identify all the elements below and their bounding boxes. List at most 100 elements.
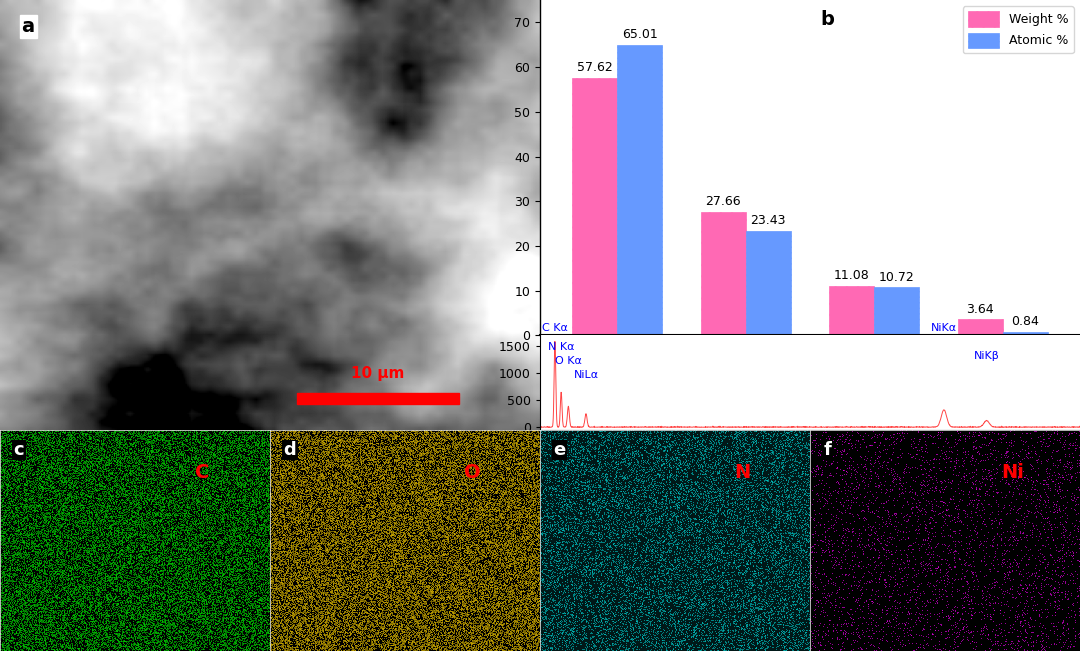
Point [214, 525, 231, 535]
Point [140, 450, 158, 460]
Point [664, 451, 681, 462]
Point [153, 525, 171, 535]
Point [300, 618, 318, 629]
Point [743, 429, 760, 439]
Point [750, 546, 767, 557]
Point [45, 511, 63, 521]
Point [440, 537, 457, 547]
Point [424, 512, 442, 522]
Point [538, 639, 555, 650]
Point [315, 599, 333, 609]
Point [91, 607, 108, 618]
Point [50, 559, 67, 570]
Point [202, 479, 219, 490]
Point [320, 566, 337, 577]
Point [81, 438, 98, 449]
Point [550, 443, 567, 454]
Point [407, 624, 424, 634]
Point [289, 593, 307, 603]
Point [602, 546, 619, 556]
Point [251, 447, 268, 458]
Point [203, 445, 220, 456]
Point [0, 477, 12, 488]
Point [867, 644, 885, 651]
Point [413, 508, 430, 518]
Point [213, 508, 230, 518]
Point [653, 515, 671, 525]
Point [456, 451, 473, 462]
Point [464, 431, 482, 441]
Point [544, 437, 562, 448]
Point [531, 531, 549, 541]
Point [39, 468, 56, 478]
Point [276, 521, 294, 531]
Point [296, 590, 313, 600]
Point [26, 574, 43, 585]
Point [220, 598, 238, 608]
Point [276, 490, 294, 500]
Point [96, 493, 113, 504]
Point [430, 499, 447, 510]
Point [23, 533, 40, 543]
Point [156, 546, 173, 557]
Point [367, 567, 384, 577]
Point [203, 501, 220, 512]
Point [15, 530, 32, 540]
Point [193, 587, 211, 598]
Point [581, 497, 598, 508]
Point [191, 576, 208, 587]
Point [233, 511, 251, 521]
Point [162, 523, 179, 533]
Point [364, 596, 381, 607]
Point [314, 645, 332, 651]
Point [523, 538, 540, 548]
Point [333, 499, 350, 510]
Point [37, 600, 54, 611]
Point [481, 434, 498, 445]
Point [25, 563, 42, 574]
Point [537, 627, 554, 637]
Point [516, 604, 534, 615]
Point [472, 432, 489, 443]
Point [175, 493, 192, 503]
Point [794, 617, 811, 628]
Point [95, 632, 112, 643]
Point [68, 464, 85, 475]
Point [474, 439, 491, 449]
Point [24, 574, 41, 584]
Point [219, 488, 237, 499]
Point [323, 533, 340, 544]
Point [98, 512, 116, 523]
Point [411, 600, 429, 610]
Point [133, 530, 150, 540]
Point [293, 443, 310, 454]
Point [112, 600, 130, 610]
Point [502, 510, 519, 521]
Point [504, 462, 522, 473]
Point [27, 624, 44, 634]
Point [303, 495, 321, 506]
Point [203, 493, 220, 503]
Point [324, 551, 341, 562]
Point [132, 483, 149, 493]
Point [183, 630, 200, 641]
Point [429, 584, 446, 594]
Point [108, 626, 125, 637]
Point [771, 439, 788, 449]
Point [521, 450, 538, 461]
Point [184, 537, 201, 547]
Point [951, 553, 969, 564]
Point [82, 449, 99, 460]
Point [59, 428, 77, 439]
Point [3, 623, 21, 633]
Point [282, 519, 299, 529]
Point [464, 430, 482, 440]
Point [253, 633, 270, 644]
Point [347, 497, 364, 508]
Point [612, 604, 630, 615]
Point [309, 443, 326, 453]
Point [1009, 482, 1026, 493]
Point [114, 488, 132, 499]
Point [501, 527, 518, 538]
Point [99, 460, 117, 471]
